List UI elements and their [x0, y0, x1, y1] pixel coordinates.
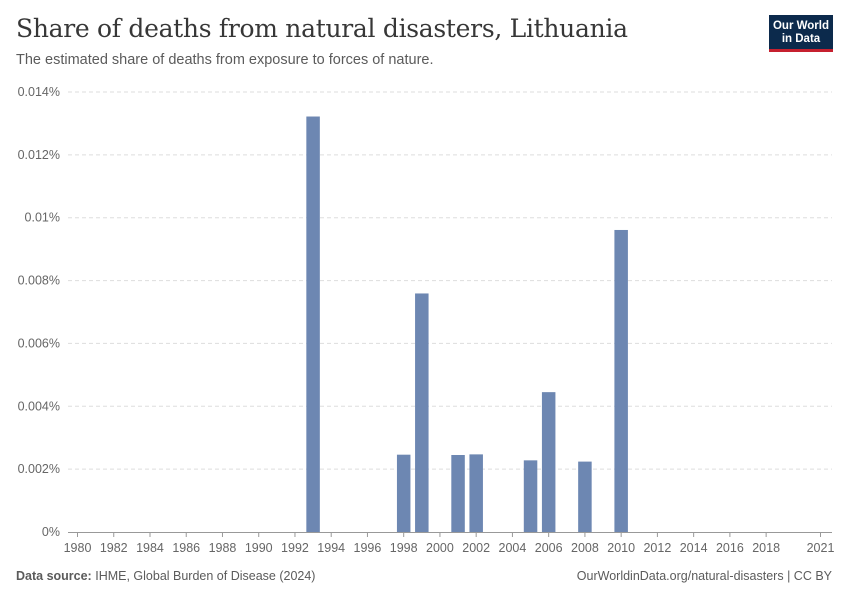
bar-2005[interactable] [523, 460, 538, 532]
x-tick-label: 1988 [209, 541, 237, 555]
x-tick-label: 2010 [607, 541, 635, 555]
x-tick-label: 2008 [571, 541, 599, 555]
x-tick-label: 1982 [100, 541, 128, 555]
data-source-text: IHME, Global Burden of Disease (2024) [95, 569, 316, 583]
chart-title: Share of deaths from natural disasters, … [16, 14, 628, 43]
x-tick-label: 2004 [499, 541, 527, 555]
bar-2001[interactable] [451, 455, 465, 532]
bar-2002[interactable] [469, 454, 483, 532]
bars [306, 116, 628, 532]
y-tick-label: 0.006% [18, 336, 60, 350]
x-tick-label: 1984 [136, 541, 164, 555]
y-tick-label: 0.014% [18, 85, 60, 99]
source-url[interactable]: OurWorldinData.org/natural-disasters | C… [576, 569, 832, 583]
y-tick-label: 0.008% [18, 274, 60, 288]
y-tick-label: 0.01% [25, 211, 60, 225]
x-tick-label: 2002 [462, 541, 490, 555]
bar-1993[interactable] [306, 116, 320, 532]
logo-line-1: Our World [772, 20, 829, 32]
y-tick-label: 0.012% [18, 148, 60, 162]
x-tick-label: 2006 [535, 541, 563, 555]
x-tick-label: 1996 [354, 541, 382, 555]
x-tick-label: 2016 [716, 541, 744, 555]
x-tick-label: 1986 [172, 541, 200, 555]
x-axis: 1980 1982 1984 1986 1988 1990 1992 1994 1996 1998… [64, 532, 835, 555]
x-tick-label: 1992 [281, 541, 309, 555]
y-axis-ticks: 0% 0.002% 0.004% 0.006% 0.008% 0.01% 0.012% 0.0… [18, 85, 60, 539]
logo-line-2: in Data [781, 33, 821, 45]
x-tick-label: 2012 [643, 541, 671, 555]
owid-logo[interactable]: Our World in Data [769, 15, 833, 52]
bar-2006[interactable] [541, 392, 556, 532]
bar-1998[interactable] [396, 454, 411, 532]
grid-lines [68, 91, 832, 470]
bar-1999[interactable] [415, 293, 429, 532]
x-tick-label: 2000 [426, 541, 454, 555]
x-tick-label: 1994 [317, 541, 345, 555]
y-tick-label: 0% [42, 525, 60, 539]
data-source-label: Data source: [16, 569, 92, 583]
x-tick-label: 2018 [752, 541, 780, 555]
x-tick-label: 1990 [245, 541, 273, 555]
y-tick-label: 0.004% [18, 399, 60, 413]
data-source: Data source: IHME, Global Burden of Dise… [16, 569, 315, 583]
x-tick-label: 1980 [64, 541, 92, 555]
x-tick-label: 2021 [807, 541, 835, 555]
chart-subtitle: The estimated share of deaths from expos… [16, 52, 434, 68]
x-tick-label: 1998 [390, 541, 418, 555]
y-tick-label: 0.002% [18, 462, 60, 476]
bar-2010[interactable] [614, 229, 628, 532]
x-tick-label: 2014 [680, 541, 708, 555]
bar-2008[interactable] [578, 461, 592, 532]
